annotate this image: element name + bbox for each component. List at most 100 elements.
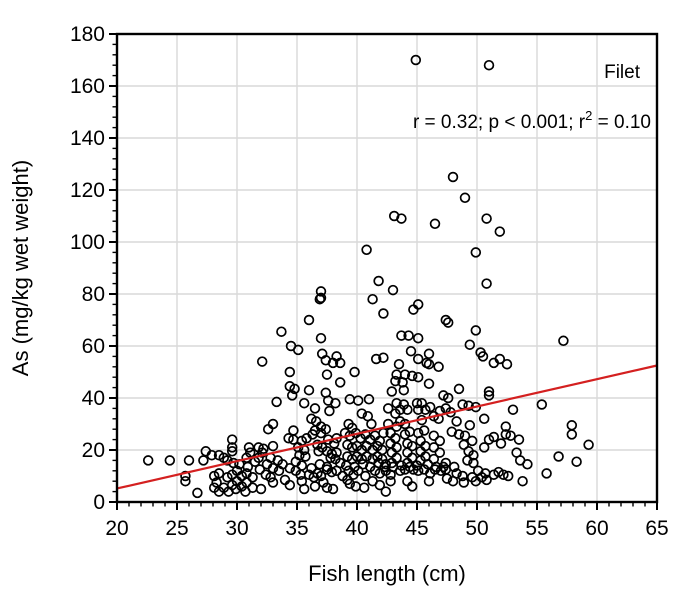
data-point — [247, 472, 258, 483]
data-point — [423, 378, 435, 389]
data-point — [267, 440, 279, 452]
x-axis-title: Fish length (cm) — [308, 561, 466, 586]
data-point — [459, 192, 471, 204]
data-point — [514, 455, 526, 466]
data-point — [360, 470, 371, 482]
data-point — [513, 434, 525, 445]
data-point — [387, 284, 399, 296]
data-point — [494, 226, 506, 237]
data-point — [481, 278, 492, 289]
y-axis-title: As (mg/kg wet weight) — [8, 160, 33, 376]
x-tick-label: 35 — [285, 517, 308, 540]
data-point — [314, 293, 326, 305]
data-point — [254, 464, 266, 475]
data-point — [230, 483, 242, 495]
data-point — [390, 375, 401, 387]
data-point — [501, 358, 513, 370]
data-point — [502, 470, 514, 482]
data-point — [412, 371, 424, 383]
y-tick-label: 40 — [82, 387, 105, 410]
data-point — [394, 465, 406, 477]
x-tick-label: 45 — [405, 517, 428, 540]
data-point — [411, 397, 423, 409]
plot-area: 20 25 30 35 40 45 50 55 60 6502040608010012014016… — [70, 23, 669, 540]
data-point — [478, 413, 490, 425]
data-point — [247, 482, 258, 493]
data-point — [344, 478, 356, 490]
data-point — [428, 442, 440, 453]
stats-annotation-superscript: 2 — [585, 108, 592, 123]
data-point — [226, 446, 238, 457]
data-point — [192, 487, 203, 499]
data-point — [321, 369, 333, 380]
data-point — [403, 330, 414, 341]
data-point — [481, 474, 492, 486]
data-point — [440, 314, 452, 326]
data-point — [380, 486, 392, 497]
data-point — [412, 332, 424, 344]
data-point — [424, 401, 436, 413]
data-point — [271, 396, 282, 408]
data-point — [397, 377, 408, 388]
data-point — [180, 470, 191, 482]
data-point — [429, 218, 441, 230]
data-point — [315, 332, 327, 344]
data-point — [370, 353, 382, 365]
data-point — [396, 213, 407, 224]
data-point — [261, 459, 273, 470]
data-point — [374, 468, 386, 479]
data-point — [583, 439, 594, 451]
data-point — [321, 482, 333, 493]
data-point — [352, 465, 364, 477]
data-point — [363, 394, 375, 405]
data-point — [324, 405, 335, 417]
data-point — [349, 366, 360, 378]
data-point — [352, 395, 364, 406]
data-point — [553, 451, 564, 462]
data-point — [226, 442, 238, 453]
data-point — [288, 425, 299, 436]
data-point — [470, 475, 482, 487]
data-point — [483, 386, 495, 397]
data-point — [331, 447, 342, 458]
data-point — [390, 408, 401, 419]
data-point — [418, 425, 430, 436]
data-point — [536, 399, 548, 410]
data-point — [142, 455, 154, 466]
data-point — [405, 345, 417, 357]
x-tick-label: 55 — [525, 517, 548, 540]
data-point — [453, 429, 465, 440]
data-point — [434, 447, 446, 458]
y-tick-label: 80 — [82, 283, 105, 306]
stats-annotation: r = 0.32; p < 0.001; r2 = 0.10 — [413, 108, 651, 133]
data-point — [433, 361, 444, 373]
data-point — [408, 304, 419, 315]
data-point — [262, 423, 274, 435]
data-point — [284, 366, 296, 378]
data-point — [367, 293, 378, 305]
data-point — [289, 383, 300, 395]
data-point — [358, 482, 370, 493]
data-point — [457, 470, 468, 482]
data-point — [412, 465, 424, 477]
x-tick-label: 25 — [165, 517, 188, 540]
data-point — [428, 430, 440, 441]
data-point — [320, 423, 332, 435]
data-point — [315, 292, 327, 304]
data-point — [398, 384, 410, 396]
data-point — [412, 404, 424, 415]
data-point — [378, 352, 389, 363]
data-point — [374, 479, 386, 491]
data-point — [164, 455, 176, 466]
data-point — [331, 465, 342, 477]
data-point — [505, 430, 516, 441]
data-point — [373, 275, 384, 287]
data-point — [226, 434, 238, 445]
data-point — [517, 475, 528, 487]
data-point — [385, 469, 396, 480]
data-point — [488, 357, 500, 369]
y-tick-label: 160 — [70, 75, 105, 98]
data-point — [292, 344, 304, 356]
x-tick-label: 20 — [105, 517, 128, 540]
